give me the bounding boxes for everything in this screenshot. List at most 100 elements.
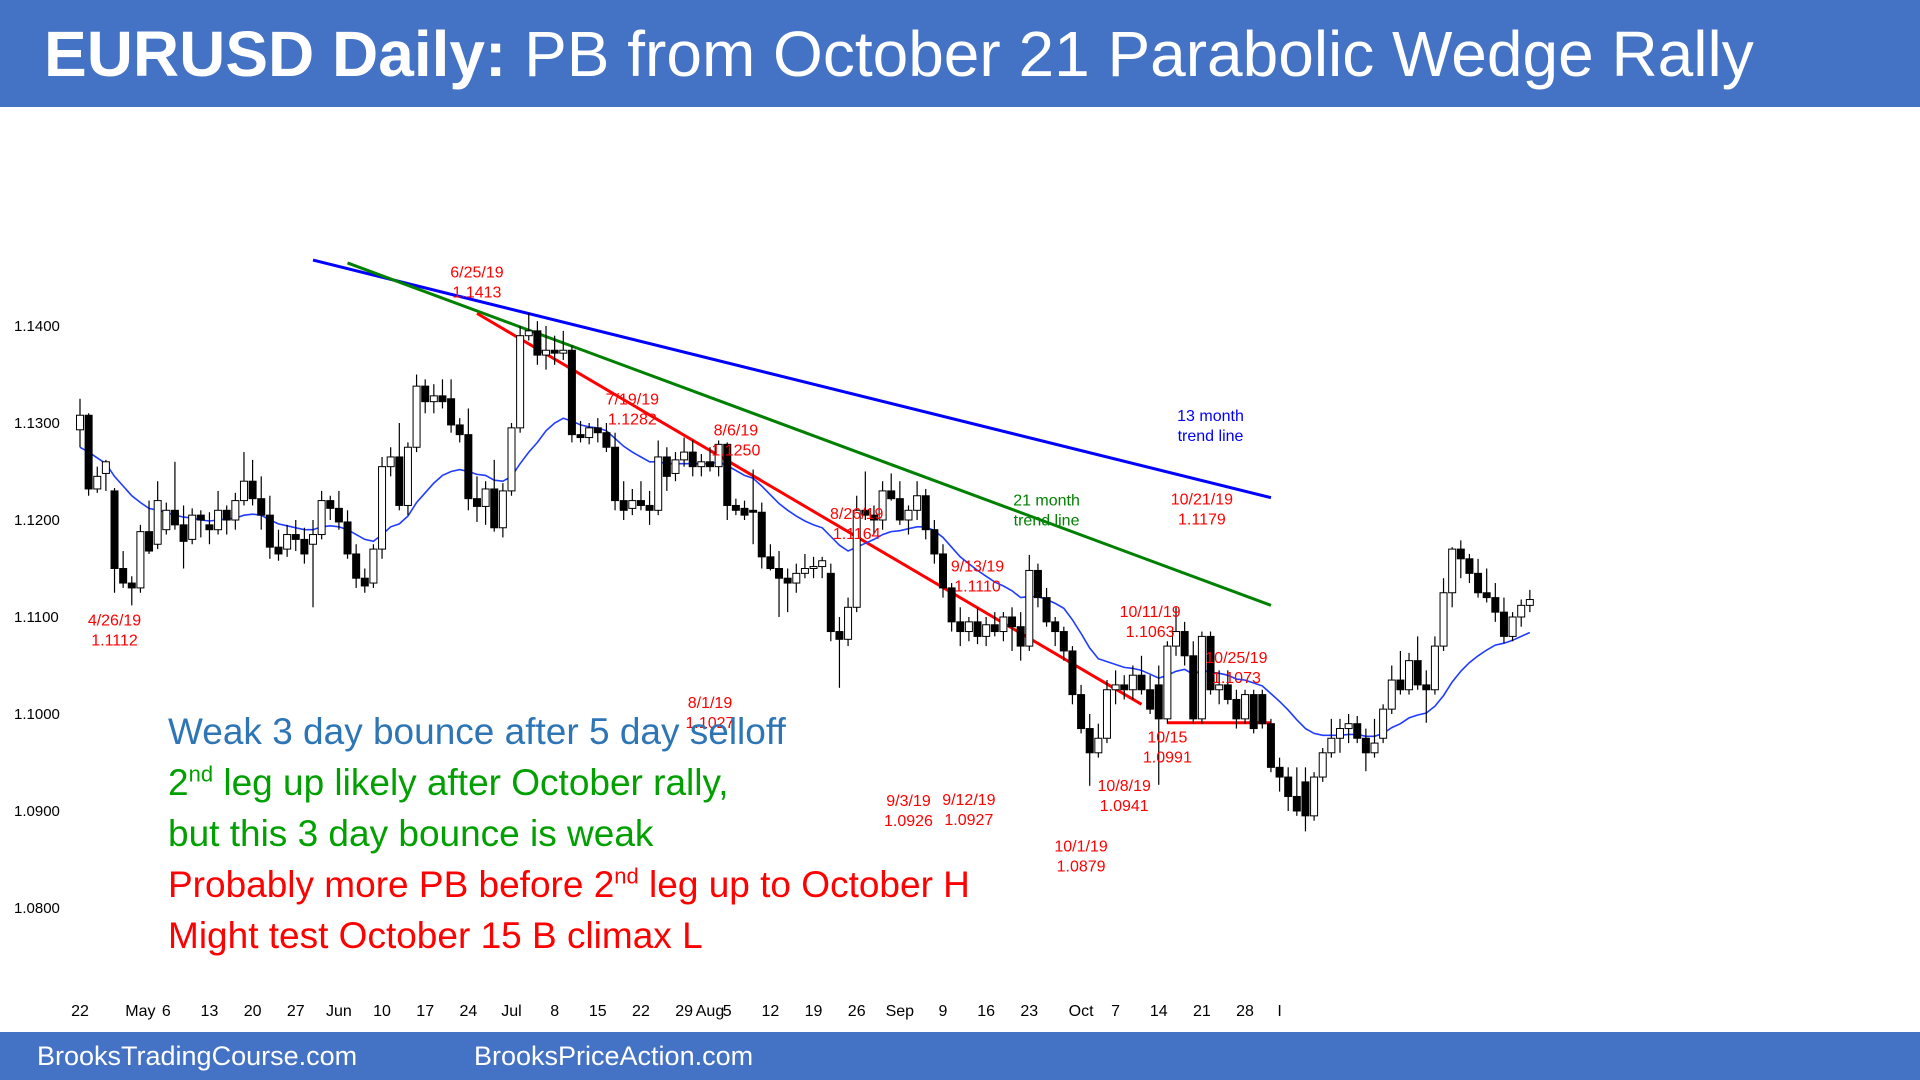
candle-bull xyxy=(239,480,248,502)
annotation-label: 9/13/19 xyxy=(951,558,1004,575)
annotation-label: 1.1282 xyxy=(608,411,657,428)
candle-bear xyxy=(757,511,766,558)
annotation-label: 1.1110 xyxy=(954,578,1001,595)
candle-bear xyxy=(1051,621,1060,633)
candle-bear xyxy=(395,456,404,506)
candle-bear xyxy=(826,572,835,633)
candle-bull xyxy=(818,560,827,568)
candle-bull xyxy=(1094,737,1103,754)
note-line: but this 3 day bounce is weak xyxy=(168,813,654,854)
candle-bear xyxy=(170,509,179,526)
annotation-label: 10/25/19 xyxy=(1205,650,1267,667)
candle-bull xyxy=(214,509,223,531)
candle-bear xyxy=(326,500,335,509)
x-tick-label: 28 xyxy=(1236,1003,1254,1020)
candle-bull xyxy=(1111,684,1120,691)
x-tick-label: Jul xyxy=(501,1003,521,1020)
y-tick-label: 1.1300 xyxy=(14,415,60,432)
candle-bear xyxy=(1033,569,1042,599)
title-rest: PB from October 21 Parabolic Wedge Rally xyxy=(506,18,1754,90)
candle-bear xyxy=(947,587,956,623)
x-tick-label: Oct xyxy=(1069,1003,1094,1020)
candle-bear xyxy=(723,443,732,506)
x-tick-label: 22 xyxy=(632,1003,650,1020)
candle-bull xyxy=(964,621,973,633)
candle-bear xyxy=(740,507,749,516)
candle-bull xyxy=(378,466,387,550)
candle-bear xyxy=(1249,694,1258,730)
annotation-label: 10/11/19 xyxy=(1120,604,1181,621)
annotation-label: 8/1/19 xyxy=(688,695,733,712)
candle-bull xyxy=(429,395,438,403)
candle-bear xyxy=(1465,558,1474,574)
candle-bear xyxy=(567,349,576,436)
trend-line-21-month xyxy=(347,261,1272,607)
candle-bear xyxy=(688,451,697,468)
candle-bull xyxy=(999,616,1008,633)
candlestick-chart: 1.0800 1.0900 1.1000 1.1100 1.1200 1.1300 1.14… xyxy=(14,258,1534,1020)
x-tick-label: Aug xyxy=(696,1003,724,1020)
candle-bear xyxy=(749,509,758,513)
x-tick-label: I xyxy=(1277,1003,1281,1020)
footer-bar xyxy=(0,1032,1920,1080)
candle-bear xyxy=(1180,631,1189,657)
y-tick-label: 1.1200 xyxy=(14,512,60,529)
candle-bear xyxy=(1422,684,1431,691)
candle-bear xyxy=(291,534,300,540)
candle-bear xyxy=(1301,781,1310,817)
annotation-label: 8/26/19 xyxy=(830,506,883,523)
footer-link-price-action[interactable]: BrooksPriceAction.com xyxy=(474,1041,754,1071)
candle-bear xyxy=(1059,631,1068,652)
candle-bull xyxy=(671,459,680,474)
candle-bull xyxy=(153,500,162,545)
candle-bull xyxy=(162,509,171,531)
x-tick-label: 14 xyxy=(1150,1003,1168,1020)
candle-bear xyxy=(662,456,671,477)
annotation-label: trend line xyxy=(1014,512,1080,529)
annotation-label: 1.1250 xyxy=(711,443,760,460)
annotation-label: 10/1/19 xyxy=(1054,838,1107,855)
note-line: 2nd leg up likely after October rally, xyxy=(168,761,729,803)
candle-bull xyxy=(1405,660,1414,691)
candle-bear xyxy=(1206,635,1215,691)
candle-bull xyxy=(585,427,594,439)
candle-bear xyxy=(1413,660,1422,686)
annotation-label: 1.0879 xyxy=(1057,858,1106,875)
candle-bear xyxy=(1284,776,1293,797)
note-line: Probably more PB before 2nd leg up to Oc… xyxy=(168,863,970,905)
candle-bear xyxy=(1499,611,1508,637)
candle-bear xyxy=(127,582,136,589)
trend-line-13-month xyxy=(312,258,1272,500)
candle-bull xyxy=(412,385,421,448)
annotation-label: 1.0927 xyxy=(944,812,993,829)
candle-bear xyxy=(1016,626,1025,647)
candle-bear xyxy=(179,524,188,542)
candle-bull xyxy=(317,500,326,536)
annotation-label: 1.1027 xyxy=(686,715,735,732)
candle-bull xyxy=(1318,752,1327,778)
candle-bear xyxy=(447,398,456,426)
annotation-label: 21 month xyxy=(1013,492,1080,509)
candle-bull xyxy=(1335,728,1344,739)
candle-bull xyxy=(481,488,490,507)
annotation-label: 1.1179 xyxy=(1178,511,1226,528)
candle-bull xyxy=(809,566,818,569)
annotation-label: 10/8/19 xyxy=(1098,778,1151,795)
candle-bull xyxy=(559,349,568,354)
candle-bull xyxy=(76,414,84,431)
x-tick-label: 5 xyxy=(723,1003,732,1020)
title-bar: EURUSD Daily: PB from October 21 Parabol… xyxy=(0,0,1920,107)
candle-bull xyxy=(792,572,801,584)
x-tick-label: Jun xyxy=(326,1003,352,1020)
candle-bear xyxy=(1361,737,1370,754)
candle-bear xyxy=(490,488,499,529)
candle-bull xyxy=(403,446,412,506)
candle-bull xyxy=(507,427,516,492)
candle-bear xyxy=(1396,679,1405,691)
annotation-label: 9/3/19 xyxy=(886,793,931,810)
candle-bear xyxy=(110,490,119,569)
candle-bear xyxy=(265,514,274,548)
note-line: Weak 3 day bounce after 5 day selloff xyxy=(168,711,786,752)
footer-link-trading-course[interactable]: BrooksTradingCourse.com xyxy=(37,1041,358,1071)
y-tick-label: 1.1100 xyxy=(14,609,59,626)
